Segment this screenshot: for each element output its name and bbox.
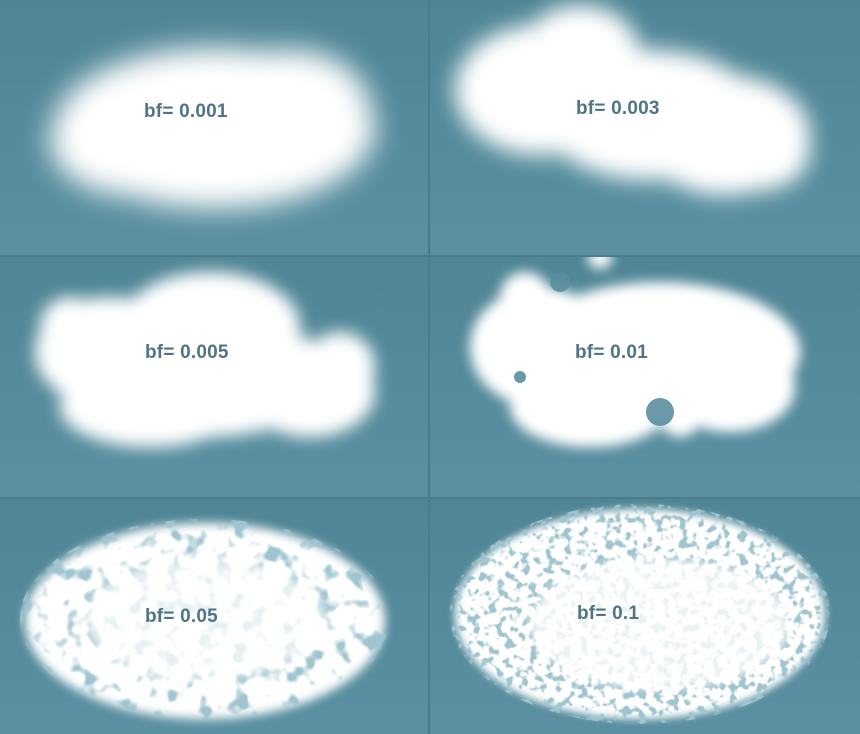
panel-label: bf= 0.001: [144, 101, 228, 122]
panel-bf-01: bf= 0.1: [430, 499, 860, 734]
panel-bf-005: bf= 0.05: [0, 499, 428, 734]
panel-label: bf= 0.05: [145, 606, 218, 627]
panel-label: bf= 0.005: [145, 342, 229, 363]
cloud-image: [470, 257, 800, 447]
divider: [428, 0, 430, 734]
cloud-image: [50, 48, 375, 208]
panel-bf-0003: bf= 0.003: [430, 0, 860, 255]
divider: [0, 255, 860, 257]
cloud-image: [35, 272, 375, 447]
panel-label: bf= 0.003: [576, 98, 660, 119]
panel-bf-0001: bf= 0.001: [0, 0, 428, 255]
divider: [0, 497, 860, 499]
panel-bf-001: bf= 0.01: [430, 257, 860, 497]
cloud-image: [455, 5, 810, 195]
cloud-image: [20, 519, 390, 719]
panel-label: bf= 0.01: [575, 342, 648, 363]
panel-label: bf= 0.1: [577, 603, 640, 624]
cloud-image: [450, 504, 830, 724]
panel-bf-0005: bf= 0.005: [0, 257, 428, 497]
